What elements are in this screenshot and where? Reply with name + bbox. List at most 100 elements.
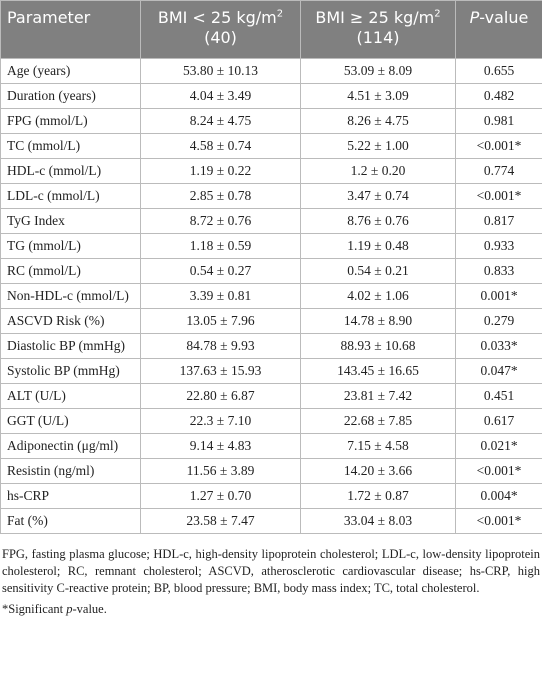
table-cell: LDL-c (mmol/L) <box>0 183 141 209</box>
table-row: GGT (U/L) 22.3 ± 7.10 22.68 ± 7.85 0.617 <box>0 408 542 434</box>
header-row: Parameter BMI < 25 kg/m2 (40) BMI ≥ 25 kg/m… <box>0 0 542 59</box>
table-cell: Non-HDL-c (mmol/L) <box>0 283 141 309</box>
table-cell: 0.451 <box>455 383 542 409</box>
table-cell: ASCVD Risk (%) <box>0 308 141 334</box>
table-row: ALT (U/L) 22.80 ± 6.87 23.81 ± 7.42 0.451 <box>0 383 542 409</box>
table-cell: 23.81 ± 7.42 <box>300 383 456 409</box>
table-cell: <0.001* <box>455 508 542 534</box>
header-text: -value <box>479 8 529 27</box>
table-cell: Systolic BP (mmHg) <box>0 358 141 384</box>
table-cell: Diastolic BP (mmHg) <box>0 333 141 359</box>
table-cell: 14.78 ± 8.90 <box>300 308 456 334</box>
table-cell: 8.24 ± 4.75 <box>140 108 301 134</box>
table-cell: Fat (%) <box>0 508 141 534</box>
table-cell: 1.19 ± 0.22 <box>140 158 301 184</box>
table-cell: 0.981 <box>455 108 542 134</box>
table-row: FPG (mmol/L) 8.24 ± 4.75 8.26 ± 4.75 0.981 <box>0 108 542 134</box>
table-cell: Adiponectin (μg/ml) <box>0 433 141 459</box>
header-superscript: 2 <box>434 8 441 20</box>
table-row: Systolic BP (mmHg) 137.63 ± 15.93 143.45 ±… <box>0 358 542 384</box>
data-table: Parameter BMI < 25 kg/m2 (40) BMI ≥ 25 kg/m… <box>0 0 542 534</box>
table-cell: 14.20 ± 3.66 <box>300 458 456 484</box>
footnote: FPG, fasting plasma glucose; HDL-c, high… <box>2 546 540 618</box>
table-cell: Duration (years) <box>0 83 141 109</box>
significance-note: *Significant p-value. <box>2 601 540 618</box>
table-row: ASCVD Risk (%) 13.05 ± 7.96 14.78 ± 8.90 0.… <box>0 308 542 334</box>
table-row: Adiponectin (μg/ml) 9.14 ± 4.83 7.15 ± 4.5… <box>0 433 542 459</box>
table-cell: 1.27 ± 0.70 <box>140 483 301 509</box>
table-cell: hs-CRP <box>0 483 141 509</box>
table-row: TC (mmol/L) 4.58 ± 0.74 5.22 ± 1.00 <0.001* <box>0 133 542 159</box>
table-cell: 88.93 ± 10.68 <box>300 333 456 359</box>
table-cell: TG (mmol/L) <box>0 233 141 259</box>
table-cell: 22.80 ± 6.87 <box>140 383 301 409</box>
table-cell: <0.001* <box>455 133 542 159</box>
table-cell: 3.47 ± 0.74 <box>300 183 456 209</box>
table-cell: 23.58 ± 7.47 <box>140 508 301 534</box>
table-cell: 4.51 ± 3.09 <box>300 83 456 109</box>
table-cell: 0.617 <box>455 408 542 434</box>
table-row: HDL-c (mmol/L) 1.19 ± 0.22 1.2 ± 0.20 0.774 <box>0 158 542 184</box>
table-row: Diastolic BP (mmHg) 84.78 ± 9.93 88.93 ± 1… <box>0 333 542 359</box>
header-subtext: (114) <box>356 28 400 47</box>
table-cell: 3.39 ± 0.81 <box>140 283 301 309</box>
header-cell: P-value <box>455 0 542 59</box>
table-cell: 1.2 ± 0.20 <box>300 158 456 184</box>
table-cell: HDL-c (mmol/L) <box>0 158 141 184</box>
table-cell: GGT (U/L) <box>0 408 141 434</box>
note-italic: p <box>66 602 73 616</box>
table-cell: 0.021* <box>455 433 542 459</box>
header-subtext: (40) <box>204 28 237 47</box>
table-cell: FPG (mmol/L) <box>0 108 141 134</box>
table-row: TyG Index 8.72 ± 0.76 8.76 ± 0.76 0.817 <box>0 208 542 234</box>
table-cell: 4.02 ± 1.06 <box>300 283 456 309</box>
table-row: Resistin (ng/ml) 11.56 ± 3.89 14.20 ± 3.66… <box>0 458 542 484</box>
header-cell: BMI ≥ 25 kg/m2 (114) <box>300 0 456 59</box>
table-cell: 137.63 ± 15.93 <box>140 358 301 384</box>
table-cell: 0.54 ± 0.21 <box>300 258 456 284</box>
table-cell: 9.14 ± 4.83 <box>140 433 301 459</box>
note-text: -value. <box>72 602 107 616</box>
header-cell: Parameter <box>0 0 141 59</box>
table-cell: 0.54 ± 0.27 <box>140 258 301 284</box>
table-cell: ALT (U/L) <box>0 383 141 409</box>
table-cell: 5.22 ± 1.00 <box>300 133 456 159</box>
table-cell: Age (years) <box>0 58 141 84</box>
header-cell: BMI < 25 kg/m2 (40) <box>140 0 301 59</box>
header-text: BMI ≥ 25 kg/m <box>315 8 435 27</box>
table-row: hs-CRP 1.27 ± 0.70 1.72 ± 0.87 0.004* <box>0 483 542 509</box>
table-cell: 0.004* <box>455 483 542 509</box>
header-superscript: 2 <box>276 8 284 20</box>
table-row: Duration (years) 4.04 ± 3.49 4.51 ± 3.09 0.… <box>0 83 542 109</box>
table-cell: 8.76 ± 0.76 <box>300 208 456 234</box>
table-row: RC (mmol/L) 0.54 ± 0.27 0.54 ± 0.21 0.833 <box>0 258 542 284</box>
abbreviations: FPG, fasting plasma glucose; HDL-c, high… <box>2 547 540 595</box>
table-cell: TC (mmol/L) <box>0 133 141 159</box>
table-cell: 0.817 <box>455 208 542 234</box>
table-cell: 0.774 <box>455 158 542 184</box>
table-cell: 0.833 <box>455 258 542 284</box>
table-cell: 84.78 ± 9.93 <box>140 333 301 359</box>
table-cell: 33.04 ± 8.03 <box>300 508 456 534</box>
table-cell: 0.047* <box>455 358 542 384</box>
note-text: *Significant <box>2 602 67 616</box>
table-cell: Resistin (ng/ml) <box>0 458 141 484</box>
table-cell: 11.56 ± 3.89 <box>140 458 301 484</box>
table-row: LDL-c (mmol/L) 2.85 ± 0.78 3.47 ± 0.74 <0.0… <box>0 183 542 209</box>
header-text: Parameter <box>7 8 91 27</box>
header-text: BMI < 25 kg/m <box>157 8 277 27</box>
table-cell: 1.72 ± 0.87 <box>300 483 456 509</box>
table-cell: 1.18 ± 0.59 <box>140 233 301 259</box>
table-cell: 22.68 ± 7.85 <box>300 408 456 434</box>
table-cell: 4.58 ± 0.74 <box>140 133 301 159</box>
table-cell: <0.001* <box>455 183 542 209</box>
table-cell: 0.933 <box>455 233 542 259</box>
table-cell: 13.05 ± 7.96 <box>140 308 301 334</box>
table-row: Non-HDL-c (mmol/L) 3.39 ± 0.81 4.02 ± 1.06… <box>0 283 542 309</box>
table-cell: 1.19 ± 0.48 <box>300 233 456 259</box>
table-cell: 0.033* <box>455 333 542 359</box>
table-row: Age (years) 53.80 ± 10.13 53.09 ± 8.09 0.65… <box>0 58 542 84</box>
table-cell: <0.001* <box>455 458 542 484</box>
table-cell: 22.3 ± 7.10 <box>140 408 301 434</box>
